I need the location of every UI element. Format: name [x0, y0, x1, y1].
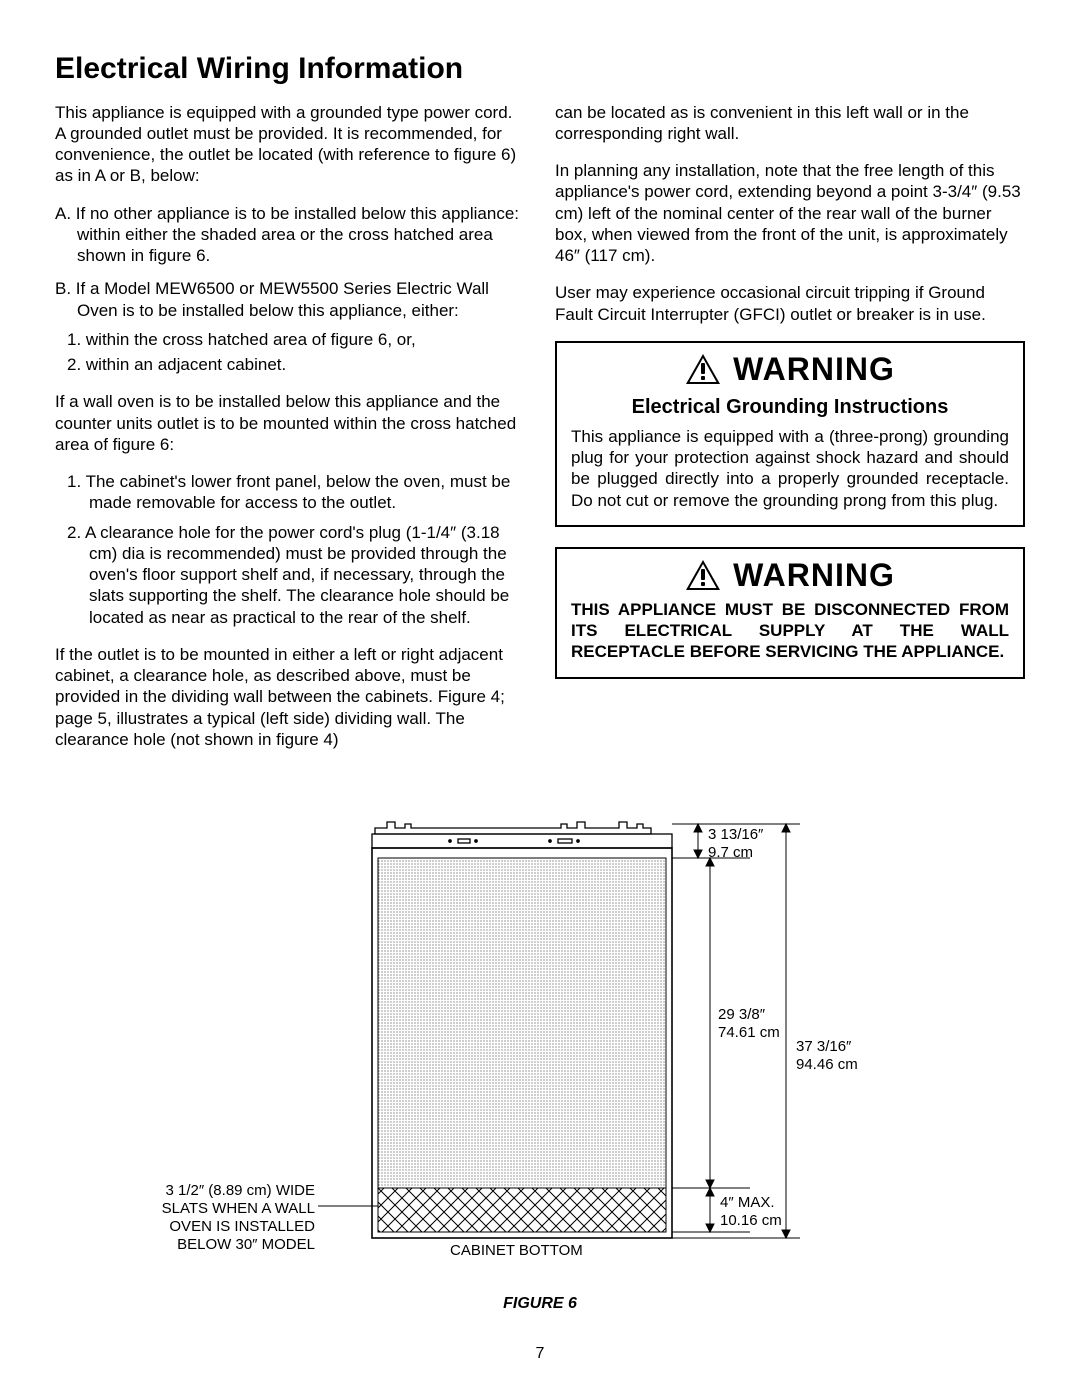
dim-3b: 94.46 cm — [796, 1056, 858, 1073]
diagram: 3 13/16″ 9.7 cm 29 3/8″ 74.61 cm 37 3/16… — [150, 806, 930, 1276]
item-a: A. If no other appliance is to be instal… — [77, 203, 525, 267]
paragraph-r2: In planning any installation, note that … — [555, 160, 1025, 266]
warning-triangle-icon — [685, 353, 721, 385]
dim-4a: 4″ MAX. — [720, 1194, 775, 1211]
dim-4b: 10.16 cm — [720, 1212, 782, 1229]
item-b1: 1. within the cross hatched area of figu… — [89, 329, 525, 350]
left-note-2: SLATS WHEN A WALL — [162, 1200, 315, 1217]
warning-label: WARNING — [733, 555, 895, 595]
item-b: B. If a Model MEW6500 or MEW5500 Series … — [77, 278, 525, 321]
paragraph-2: If a wall oven is to be installed below … — [55, 391, 525, 455]
dim-1b: 9.7 cm — [708, 844, 753, 861]
two-column-body: This appliance is equipped with a ground… — [55, 102, 1025, 767]
dim-3a: 37 3/16″ — [796, 1038, 851, 1055]
numbered-1: 1. The cabinet's lower front panel, belo… — [89, 471, 525, 514]
cabinet-bottom-label: CABINET BOTTOM — [450, 1242, 583, 1260]
warning-triangle-icon — [685, 559, 721, 591]
warning-body-2: THIS APPLIANCE MUST BE DISCONNECTED FROM… — [571, 599, 1009, 663]
page-number: 7 — [55, 1344, 1025, 1364]
intro-paragraph: This appliance is equipped with a ground… — [55, 102, 525, 187]
figure-caption: FIGURE 6 — [55, 1294, 1025, 1314]
left-note-3: OVEN IS INSTALLED — [169, 1218, 315, 1235]
paragraph-r3: User may experience occasional circuit t… — [555, 282, 1025, 325]
dim-1a: 3 13/16″ — [708, 826, 763, 843]
warning-subtitle: Electrical Grounding Instructions — [571, 395, 1009, 420]
left-note-1: 3 1/2″ (8.89 cm) WIDE — [165, 1182, 315, 1199]
right-column: can be located as is convenient in this … — [555, 102, 1025, 767]
paragraph-3: If the outlet is to be mounted in either… — [55, 644, 525, 750]
numbered-2: 2. A clearance hole for the power cord's… — [89, 522, 525, 628]
dim-2a: 29 3/8″ — [718, 1006, 765, 1023]
left-column: This appliance is equipped with a ground… — [55, 102, 525, 767]
warning-body-1: This appliance is equipped with a (three… — [571, 426, 1009, 511]
warning-box-2: WARNING THIS APPLIANCE MUST BE DISCONNEC… — [555, 547, 1025, 679]
dim-2b: 74.61 cm — [718, 1024, 780, 1041]
left-note-4: BELOW 30″ MODEL — [177, 1236, 315, 1253]
page-title: Electrical Wiring Information — [55, 50, 1025, 88]
warning-box-1: WARNING Electrical Grounding Instruction… — [555, 341, 1025, 527]
warning-label: WARNING — [733, 349, 895, 389]
paragraph-r1: can be located as is convenient in this … — [555, 102, 1025, 145]
figure-6: 3 13/16″ 9.7 cm 29 3/8″ 74.61 cm 37 3/16… — [55, 806, 1025, 1314]
item-b2: 2. within an adjacent cabinet. — [89, 354, 525, 375]
